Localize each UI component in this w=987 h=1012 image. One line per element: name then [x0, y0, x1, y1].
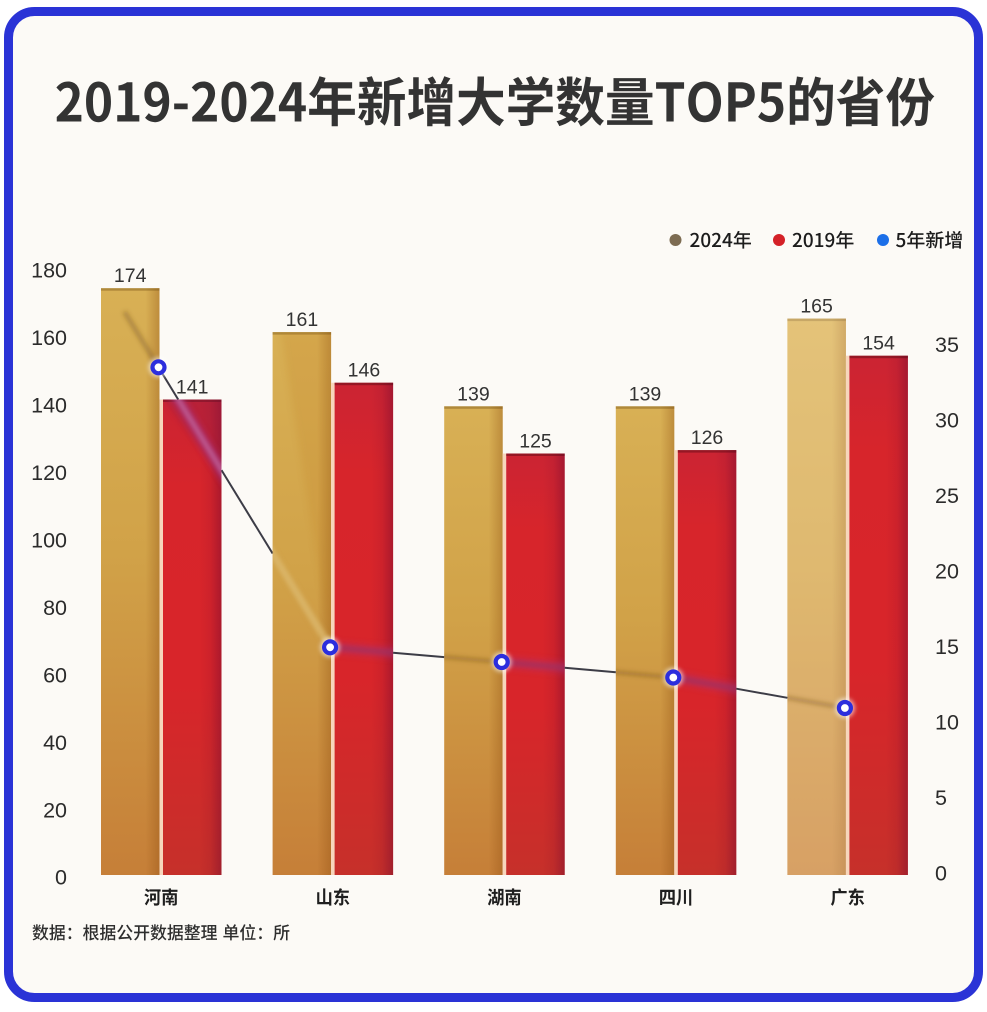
svg-text:160: 160: [31, 326, 67, 350]
svg-text:20: 20: [43, 798, 67, 822]
svg-text:80: 80: [43, 596, 67, 620]
svg-text:60: 60: [43, 663, 67, 687]
svg-text:5: 5: [935, 786, 947, 810]
svg-text:40: 40: [43, 731, 67, 755]
svg-text:125: 125: [519, 431, 552, 453]
svg-text:126: 126: [691, 427, 724, 449]
svg-text:180: 180: [31, 259, 67, 283]
svg-text:154: 154: [862, 333, 895, 355]
svg-text:20: 20: [935, 560, 959, 584]
svg-text:146: 146: [348, 360, 381, 382]
svg-text:35: 35: [935, 333, 959, 357]
svg-text:100: 100: [31, 529, 67, 553]
svg-text:165: 165: [800, 296, 833, 318]
svg-text:140: 140: [31, 394, 67, 418]
svg-text:139: 139: [457, 383, 490, 405]
svg-text:15: 15: [935, 635, 959, 659]
svg-text:0: 0: [55, 866, 67, 890]
svg-text:25: 25: [935, 484, 959, 508]
svg-text:10: 10: [935, 711, 959, 735]
svg-text:161: 161: [286, 309, 319, 331]
svg-text:0: 0: [935, 862, 947, 886]
svg-text:139: 139: [629, 383, 662, 405]
svg-text:30: 30: [935, 409, 959, 433]
svg-text:120: 120: [31, 461, 67, 485]
svg-text:141: 141: [176, 377, 209, 399]
svg-text:174: 174: [114, 265, 147, 287]
